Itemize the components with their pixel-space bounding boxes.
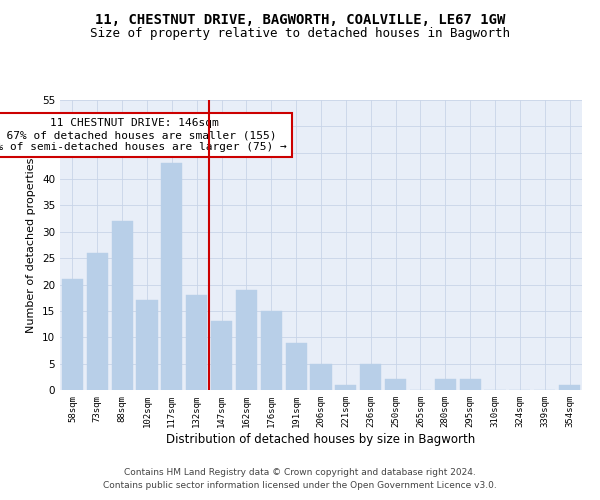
Bar bbox=[87, 253, 108, 390]
Bar bbox=[112, 222, 133, 390]
Bar bbox=[136, 300, 158, 390]
Text: Contains public sector information licensed under the Open Government Licence v3: Contains public sector information licen… bbox=[103, 482, 497, 490]
Bar bbox=[385, 380, 406, 390]
Bar bbox=[186, 295, 207, 390]
Bar bbox=[559, 384, 580, 390]
Bar bbox=[335, 384, 356, 390]
Bar bbox=[360, 364, 381, 390]
Text: Size of property relative to detached houses in Bagworth: Size of property relative to detached ho… bbox=[90, 28, 510, 40]
Y-axis label: Number of detached properties: Number of detached properties bbox=[26, 158, 37, 332]
Bar bbox=[460, 380, 481, 390]
Bar bbox=[62, 280, 83, 390]
Bar bbox=[236, 290, 257, 390]
Bar bbox=[161, 164, 182, 390]
Text: 11 CHESTNUT DRIVE: 146sqm
← 67% of detached houses are smaller (155)
33% of semi: 11 CHESTNUT DRIVE: 146sqm ← 67% of detac… bbox=[0, 118, 286, 152]
Bar bbox=[261, 311, 282, 390]
Bar bbox=[286, 342, 307, 390]
Text: Contains HM Land Registry data © Crown copyright and database right 2024.: Contains HM Land Registry data © Crown c… bbox=[124, 468, 476, 477]
Text: 11, CHESTNUT DRIVE, BAGWORTH, COALVILLE, LE67 1GW: 11, CHESTNUT DRIVE, BAGWORTH, COALVILLE,… bbox=[95, 12, 505, 26]
Bar bbox=[211, 322, 232, 390]
X-axis label: Distribution of detached houses by size in Bagworth: Distribution of detached houses by size … bbox=[166, 432, 476, 446]
Bar bbox=[435, 380, 456, 390]
Bar bbox=[310, 364, 332, 390]
